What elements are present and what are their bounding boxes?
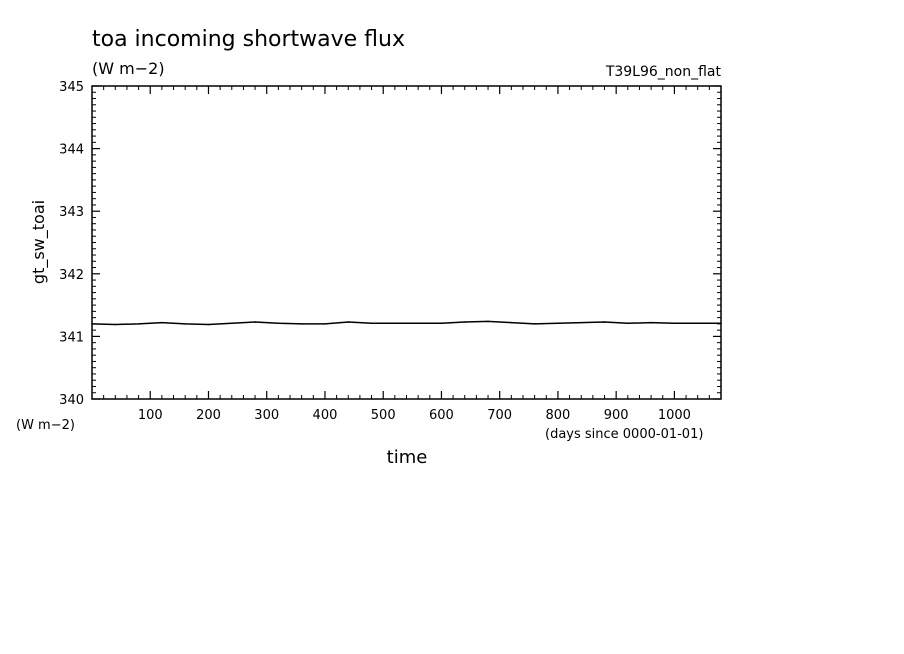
data-point: [720, 322, 722, 325]
y-tick-label: 340: [59, 393, 84, 408]
y-tick-label: 341: [59, 330, 84, 345]
data-point: [277, 322, 280, 325]
y-tick-label: 342: [59, 268, 84, 283]
y-axis-label: gt_sw_toai: [29, 200, 49, 284]
x-tick-label: 400: [313, 408, 338, 423]
data-point: [184, 323, 186, 325]
data-point: [673, 322, 676, 325]
data-point: [440, 322, 443, 325]
data-point: [487, 320, 489, 323]
plot-frame: [91, 85, 722, 400]
data-point: [300, 323, 303, 325]
data-point: [91, 323, 93, 325]
data-point: [580, 321, 583, 324]
y-tick-label: 344: [59, 143, 84, 158]
chart-subtitle: (W m−2): [92, 59, 165, 78]
data-point: [207, 323, 210, 326]
data-point: [161, 321, 163, 324]
x-tick-label: 1000: [658, 408, 691, 423]
x-tick-label: 100: [138, 408, 163, 423]
data-point: [114, 323, 117, 326]
x-axis-label: time: [387, 447, 428, 468]
y-axis-unit: (W m−2): [16, 418, 75, 433]
x-tick-label: 600: [429, 408, 454, 423]
data-point: [417, 322, 419, 325]
x-tick-label: 200: [196, 408, 221, 423]
data-point: [557, 322, 559, 325]
data-point: [696, 322, 699, 325]
run-label: T39L96_non_flat: [605, 64, 722, 80]
data-point: [370, 322, 373, 325]
data-point: [603, 321, 606, 323]
series-layer: [91, 320, 722, 326]
data-point: [650, 321, 652, 324]
data-point: [347, 321, 350, 323]
x-tick-label: 500: [371, 408, 396, 423]
data-point: [230, 322, 233, 325]
data-point: [627, 322, 629, 325]
data-point: [324, 323, 326, 325]
y-tick-label: 345: [59, 80, 84, 95]
data-point: [510, 321, 513, 324]
x-axis-ticks: 100 200 300 400 500 600 700 800 900 1000: [103, 86, 710, 423]
data-point: [137, 323, 140, 325]
chart-title: toa incoming shortwave flux: [92, 27, 405, 52]
x-axis-unit: (days since 0000-01-01): [545, 427, 703, 442]
x-tick-label: 900: [604, 408, 629, 423]
x-tick-label: 700: [487, 408, 512, 423]
y-axis-ticks: 340 341 342 343 344 345: [59, 80, 721, 408]
x-tick-label: 300: [254, 408, 279, 423]
x-tick-label: 800: [546, 408, 571, 423]
data-point: [533, 323, 536, 325]
y-tick-label: 343: [59, 205, 84, 220]
series-line-0: [91, 320, 721, 326]
data-point: [463, 321, 466, 323]
data-point: [394, 322, 396, 325]
data-point: [254, 321, 256, 323]
